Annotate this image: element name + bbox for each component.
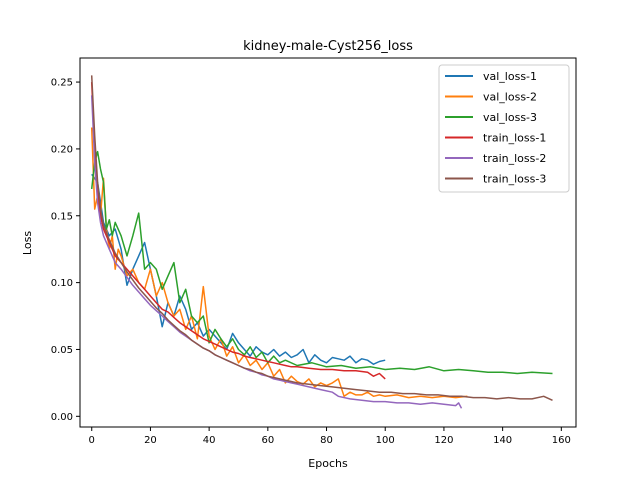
y-axis: 0.00 0.05 0.10 0.15 0.20 0.25 — [51, 78, 80, 423]
legend-entry: train_loss-1 — [483, 132, 546, 145]
legend-entry: val_loss-2 — [483, 91, 537, 104]
series-line-train_loss-3 — [90, 75, 553, 401]
x-tick-label: 100 — [376, 435, 395, 446]
x-tick-label: 0 — [89, 435, 95, 446]
chart-title: kidney-male-Cyst256_loss — [243, 39, 413, 54]
x-tick-label: 160 — [552, 435, 571, 446]
legend-entry: val_loss-3 — [483, 111, 537, 124]
legend-entry: train_loss-3 — [483, 173, 546, 186]
y-tick-label: 0.20 — [51, 144, 73, 155]
y-tick-label: 0.15 — [51, 211, 73, 222]
x-tick-label: 20 — [144, 435, 157, 446]
series-line-val_loss-3 — [90, 150, 553, 375]
y-axis-label: Loss — [21, 231, 34, 255]
legend-entry: train_loss-2 — [483, 152, 546, 165]
y-tick-label: 0.05 — [51, 345, 73, 356]
x-axis-label: Epochs — [308, 457, 348, 470]
legend-entry: val_loss-1 — [483, 70, 537, 83]
y-tick-label: 0.00 — [51, 412, 73, 423]
x-tick-label: 60 — [261, 435, 274, 446]
x-tick-label: 120 — [434, 435, 453, 446]
y-tick-label: 0.10 — [51, 278, 73, 289]
legend: val_loss-1 val_loss-2 val_loss-3 train_loss… — [438, 64, 570, 193]
x-tick-label: 40 — [203, 435, 216, 446]
series-line-train_loss-1 — [90, 82, 386, 380]
series-line-val_loss-1 — [91, 173, 386, 365]
x-axis: 0 20 40 60 80 100 120 140 160 — [89, 427, 571, 446]
plot-frame — [79, 57, 577, 428]
series-layer — [90, 75, 553, 409]
x-tick-label: 80 — [320, 435, 333, 446]
x-tick-label: 140 — [493, 435, 512, 446]
y-tick-label: 0.25 — [51, 78, 73, 89]
